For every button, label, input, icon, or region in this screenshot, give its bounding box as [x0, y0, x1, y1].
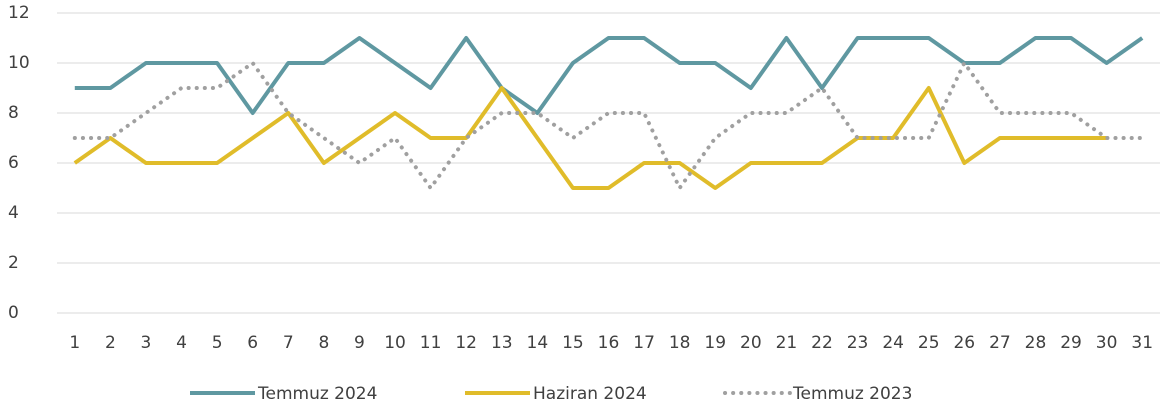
- x-tick-label: 16: [598, 333, 620, 353]
- x-tick-label: 9: [354, 333, 365, 353]
- x-tick-label: 3: [141, 333, 152, 353]
- x-tick-label: 13: [491, 333, 513, 353]
- x-tick-label: 27: [989, 333, 1011, 353]
- x-tick-label: 2: [105, 333, 116, 353]
- y-tick-label: 8: [8, 103, 19, 123]
- x-tick-label: 19: [704, 333, 726, 353]
- legend-label: Temmuz 2024: [257, 384, 377, 404]
- y-tick-label: 6: [8, 153, 19, 173]
- x-tick-label: 24: [882, 333, 904, 353]
- y-tick-label: 10: [8, 53, 30, 73]
- x-tick-label: 6: [247, 333, 258, 353]
- x-tick-label: 26: [953, 333, 975, 353]
- series-line: [73, 86, 1107, 190]
- x-tick-label: 14: [527, 333, 549, 353]
- x-tick-label: 8: [318, 333, 329, 353]
- y-tick-label: 12: [8, 3, 30, 23]
- x-tick-label: 25: [918, 333, 940, 353]
- x-tick-label: 10: [384, 333, 406, 353]
- x-tick-label: 20: [740, 333, 762, 353]
- x-tick-label: 15: [562, 333, 584, 353]
- x-tick-label: 5: [212, 333, 223, 353]
- x-tick-label: 30: [1096, 333, 1118, 353]
- x-tick-label: 7: [283, 333, 294, 353]
- x-tick-label: 22: [811, 333, 833, 353]
- x-tick-label: 18: [669, 333, 691, 353]
- x-tick-label: 31: [1131, 333, 1153, 353]
- x-tick-label: 1: [69, 333, 80, 353]
- x-tick-label: 23: [847, 333, 869, 353]
- y-tick-label: 0: [8, 303, 19, 323]
- x-tick-label: 12: [455, 333, 477, 353]
- x-tick-label: 29: [1060, 333, 1082, 353]
- x-tick-label: 21: [776, 333, 798, 353]
- legend-label: Haziran 2024: [533, 384, 647, 404]
- legend-label: Temmuz 2023: [792, 384, 912, 404]
- y-tick-label: 2: [8, 253, 19, 273]
- x-tick-label: 4: [176, 333, 187, 353]
- x-tick-label: 17: [633, 333, 655, 353]
- series-line: [72, 59, 1145, 192]
- x-tick-label: 28: [1025, 333, 1047, 353]
- y-tick-label: 4: [8, 203, 19, 223]
- x-tick-label: 11: [420, 333, 442, 353]
